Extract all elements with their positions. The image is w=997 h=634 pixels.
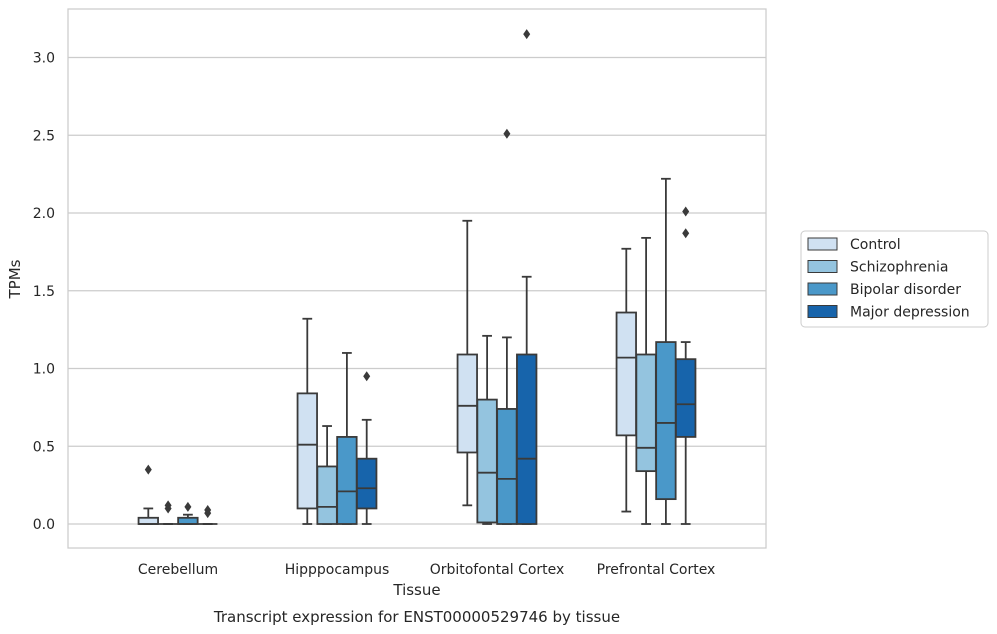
box-schizophrenia — [476, 334, 498, 525]
box-body — [516, 353, 538, 525]
y-tick-label: 2.5 — [33, 128, 55, 144]
plot-frame — [67, 8, 767, 549]
box-body — [496, 408, 518, 525]
outlier-point — [682, 206, 690, 217]
box-body — [336, 436, 358, 525]
box-body — [356, 457, 378, 510]
box-control — [615, 247, 637, 513]
box-body — [635, 353, 657, 473]
x-tick-label: Hipppocampus — [285, 562, 390, 578]
legend-swatch — [807, 260, 838, 273]
box-control — [137, 464, 159, 525]
box-body — [655, 341, 677, 501]
box-body — [615, 311, 637, 437]
box-body — [675, 358, 697, 438]
legend-swatch — [807, 237, 838, 251]
legend-label: Control — [850, 237, 901, 253]
legend-swatch — [807, 305, 838, 318]
box-body — [296, 392, 318, 510]
y-tick-label: 3.0 — [33, 51, 55, 67]
y-tick-label: 2.0 — [33, 206, 55, 222]
legend-label: Schizophrenia — [850, 260, 948, 276]
x-tick-label: Prefrontal Cortex — [597, 562, 716, 578]
x-axis-label: Tissue — [392, 581, 440, 599]
y-tick-label: 0.5 — [33, 439, 55, 455]
box-bipolar-disorder — [336, 352, 358, 525]
box-schizophrenia — [316, 425, 338, 525]
outlier-point — [363, 371, 371, 382]
outlier-point — [164, 500, 172, 511]
y-axis-label: TPMs — [6, 259, 24, 299]
legend-frame — [800, 230, 989, 328]
legend-swatch — [807, 282, 838, 296]
box-control — [456, 219, 478, 507]
y-tick-label: 0.0 — [33, 517, 55, 533]
outlier-point — [144, 464, 152, 475]
box-major-depression — [516, 29, 538, 525]
box-body — [456, 353, 478, 454]
outlier-point — [184, 501, 192, 512]
legend: Control Schizophrenia Bipolar disorder Majo… — [800, 230, 989, 328]
box-bipolar-disorder — [655, 177, 677, 525]
x-tick-label: Cerebellum — [138, 562, 218, 578]
grid-lines — [68, 56, 766, 525]
box-plots — [137, 29, 697, 525]
box-schizophrenia — [635, 236, 657, 525]
y-tick-labels: 0.0 0.5 1.0 1.5 2.0 2.5 3.0 — [33, 51, 55, 534]
box-major-depression — [356, 371, 378, 525]
y-tick-label: 1.5 — [33, 284, 55, 300]
box-body — [137, 516, 159, 525]
legend-label: Bipolar disorder — [850, 282, 961, 298]
outlier-point — [204, 505, 212, 516]
box-major-depression — [197, 505, 218, 525]
outlier-point — [523, 29, 531, 40]
box-bipolar-disorder — [496, 128, 518, 525]
outlier-point — [503, 128, 511, 139]
box-body — [476, 398, 498, 524]
box-control — [296, 317, 318, 525]
box-bipolar-disorder — [177, 501, 199, 525]
chart-caption: Transcript expression for ENST0000052974… — [213, 608, 620, 626]
y-tick-label: 1.0 — [33, 362, 55, 378]
x-tick-label: Orbitofontal Cortex — [430, 562, 565, 578]
box-major-depression — [675, 206, 697, 525]
box-schizophrenia — [158, 500, 178, 525]
box-body — [316, 465, 338, 525]
x-tick-labels: Cerebellum Hipppocampus Orbitofontal Corte… — [138, 562, 715, 578]
outlier-point — [682, 228, 690, 239]
box-body — [177, 516, 199, 525]
legend-label: Major depression — [850, 305, 970, 321]
